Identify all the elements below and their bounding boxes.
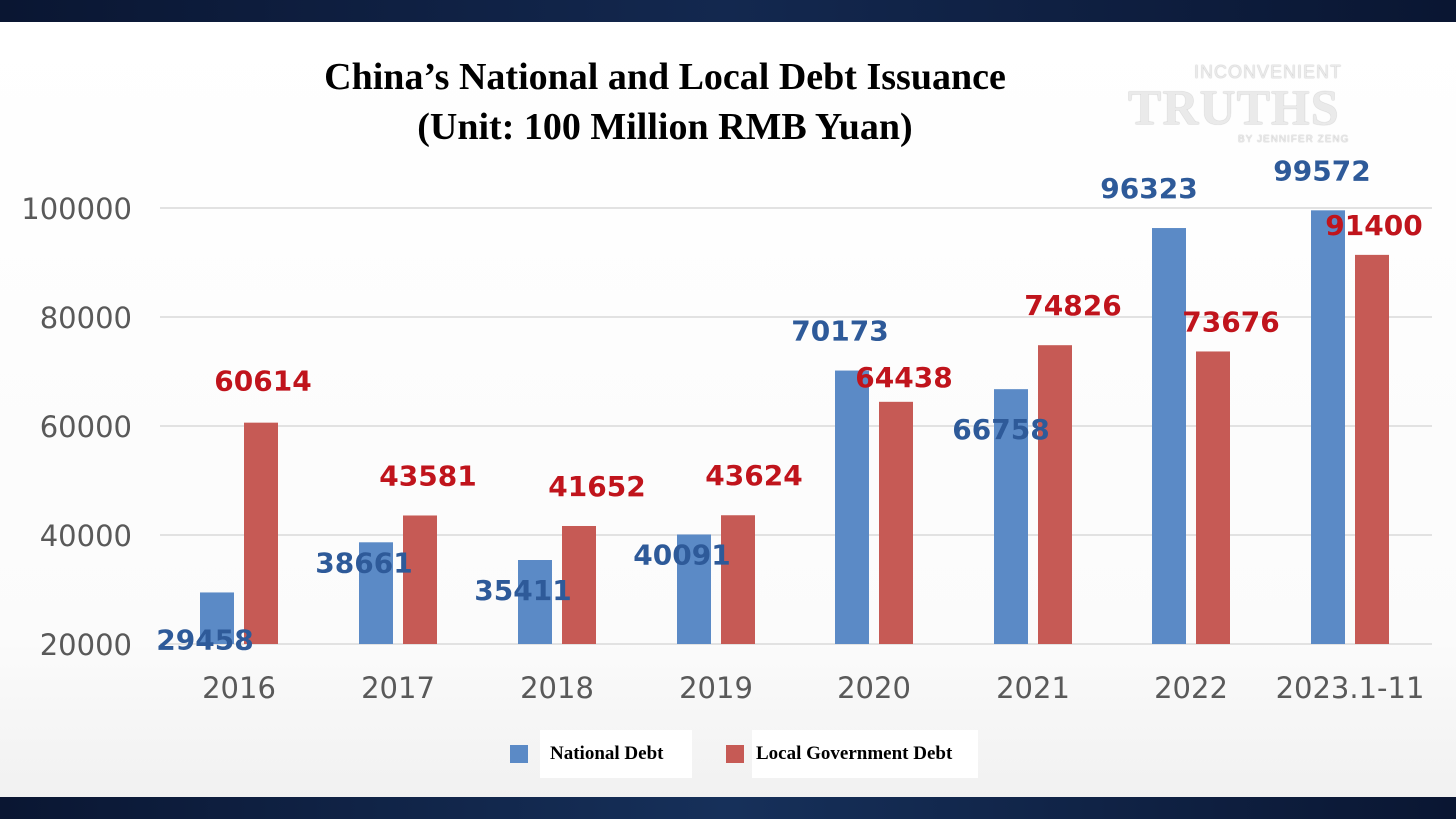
watermark-line1: INCONVENIENT xyxy=(1194,62,1343,82)
bar-national xyxy=(200,592,234,644)
bar-national xyxy=(359,542,393,644)
data-label-local: 74826 xyxy=(1024,289,1121,322)
legend-label-local: Local Government Debt xyxy=(756,743,953,764)
data-label-national: 29458 xyxy=(156,623,253,656)
y-tick-label: 20000 xyxy=(40,628,132,662)
watermark-line2: TRUTHS xyxy=(1128,79,1340,135)
y-tick-label: 80000 xyxy=(40,301,132,335)
watermark-line3: BY JENNIFER ZENG xyxy=(1238,134,1350,145)
data-label-national: 99572 xyxy=(1273,154,1370,187)
legend-swatch-national xyxy=(510,745,528,763)
legend-label-national: National Debt xyxy=(550,743,664,764)
bar-local xyxy=(1196,351,1230,644)
bar-national xyxy=(1311,210,1345,645)
x-tick-label: 2016 xyxy=(202,671,276,705)
y-tick-label: 40000 xyxy=(40,519,132,553)
data-label-national: 40091 xyxy=(633,539,730,572)
chart-title: China’s National and Local Debt Issuance… xyxy=(200,52,1130,152)
bar-local xyxy=(1355,254,1389,644)
watermark-logo: INCONVENIENT TRUTHS BY JENNIFER ZENG xyxy=(1128,56,1378,148)
bar-local xyxy=(403,515,437,644)
data-label-national: 38661 xyxy=(315,546,412,579)
data-label-local: 60614 xyxy=(214,365,311,398)
data-label-local: 43581 xyxy=(379,459,476,492)
bar-national xyxy=(677,534,711,644)
y-tick-label: 100000 xyxy=(21,192,132,226)
data-label-local: 64438 xyxy=(855,361,952,394)
x-tick-label: 2022 xyxy=(1154,671,1228,705)
x-tick-label: 2019 xyxy=(679,671,753,705)
legend-local: Local Government Debt xyxy=(726,730,978,778)
bar-local xyxy=(721,515,755,644)
bar-local xyxy=(562,525,596,644)
data-label-national: 66758 xyxy=(952,413,1049,446)
data-label-local: 43624 xyxy=(705,459,802,492)
legend-national: National Debt xyxy=(510,730,692,778)
x-tick-label: 2020 xyxy=(837,671,911,705)
bar-local xyxy=(1038,345,1072,644)
chart-title-line2: (Unit: 100 Million RMB Yuan) xyxy=(417,106,913,148)
bar-local xyxy=(879,401,913,644)
data-label-national: 96323 xyxy=(1100,172,1197,205)
data-label-local: 73676 xyxy=(1182,305,1279,338)
background-bottom-band xyxy=(0,797,1456,819)
legend-swatch-local xyxy=(726,745,744,763)
bar-national xyxy=(835,370,869,644)
bar-national xyxy=(1152,228,1186,644)
bar-national xyxy=(518,560,552,644)
x-tick-label: 2021 xyxy=(996,671,1070,705)
x-tick-label: 2018 xyxy=(520,671,594,705)
bar-national xyxy=(994,389,1028,644)
data-label-national: 70173 xyxy=(791,315,888,348)
data-label-national: 35411 xyxy=(474,574,571,607)
data-label-local: 91400 xyxy=(1325,209,1422,242)
background-top-band xyxy=(0,0,1456,22)
chart-title-line1: China’s National and Local Debt Issuance xyxy=(324,56,1006,98)
x-tick-label: 2023.1-11 xyxy=(1276,671,1425,705)
data-label-local: 41652 xyxy=(548,470,645,503)
y-tick-label: 60000 xyxy=(40,410,132,444)
x-tick-label: 2017 xyxy=(361,671,435,705)
bar-local xyxy=(244,422,278,644)
